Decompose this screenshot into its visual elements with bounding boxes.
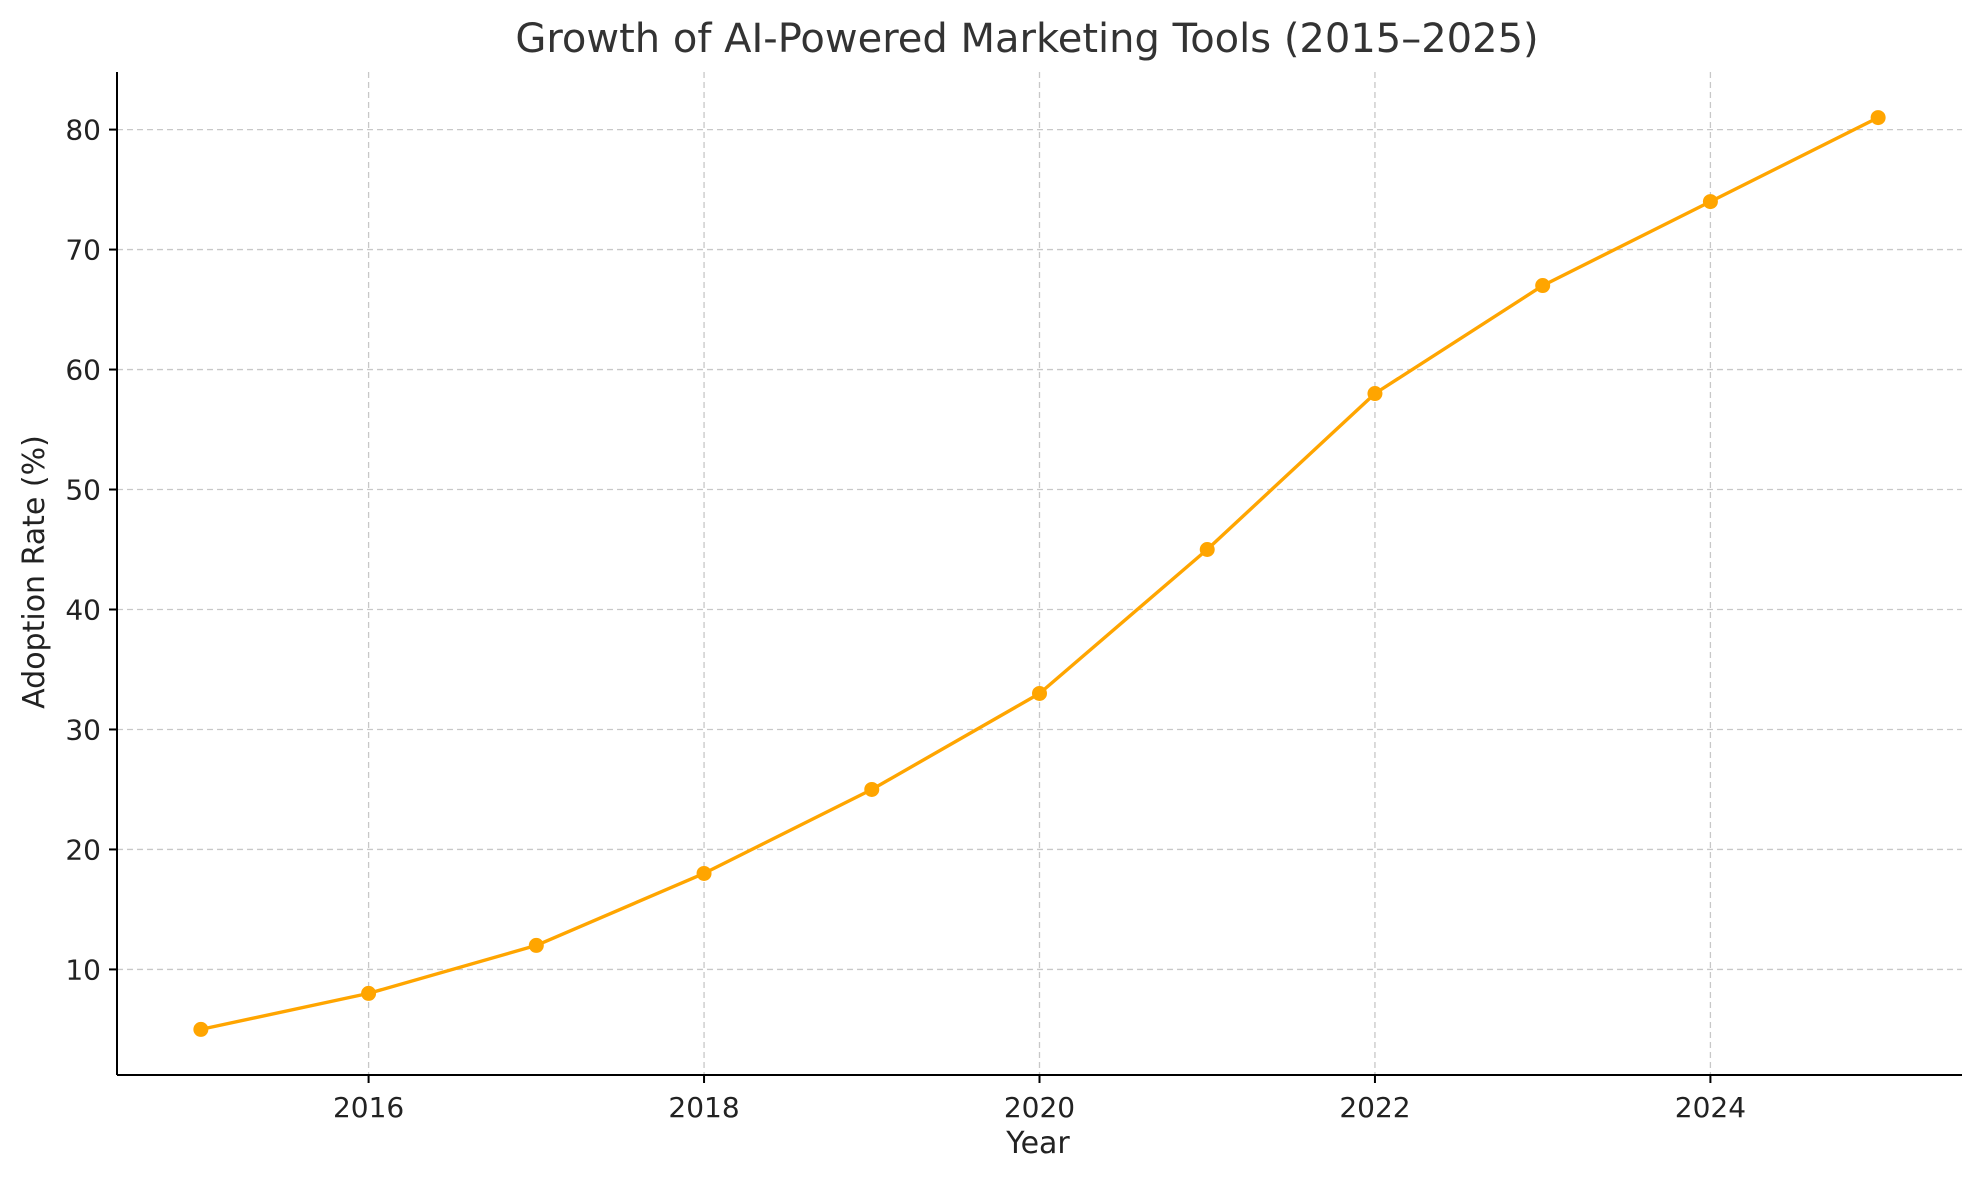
ticks: 2016 2018 2020 2022 2024 10 20 30 40 50 60 70 80 [65, 114, 1746, 1124]
y-tick-label: 10 [65, 953, 101, 986]
chart-title: Growth of AI-Powered Marketing Tools (20… [515, 16, 1538, 62]
y-tick-label: 30 [65, 713, 101, 746]
data-point [1702, 194, 1718, 210]
data-point [528, 937, 544, 953]
x-tick-label: 2024 [1675, 1091, 1746, 1124]
x-tick-label: 2020 [1004, 1091, 1075, 1124]
grid [117, 72, 1962, 1075]
y-tick-label: 20 [65, 833, 101, 866]
x-tick-label: 2022 [1339, 1091, 1410, 1124]
data-point [1032, 685, 1047, 701]
data-point [696, 865, 712, 881]
y-tick-label: 80 [65, 114, 101, 147]
data-point [864, 781, 880, 797]
series [193, 110, 1886, 1037]
x-tick-label: 2016 [333, 1091, 404, 1124]
data-point [1535, 278, 1551, 294]
data-point [193, 1021, 209, 1037]
y-tick-label: 40 [65, 593, 101, 626]
x-axis-label: Year [1005, 1126, 1070, 1161]
y-tick-label: 70 [65, 234, 101, 267]
y-tick-label: 50 [65, 474, 101, 507]
x-tick-label: 2018 [668, 1091, 739, 1124]
y-tick-label: 60 [65, 354, 101, 387]
data-point [1199, 542, 1215, 558]
y-axis-label: Adoption Rate (%) [17, 435, 52, 709]
data-point [1870, 110, 1886, 126]
data-point [361, 985, 377, 1001]
data-point [1367, 386, 1383, 402]
